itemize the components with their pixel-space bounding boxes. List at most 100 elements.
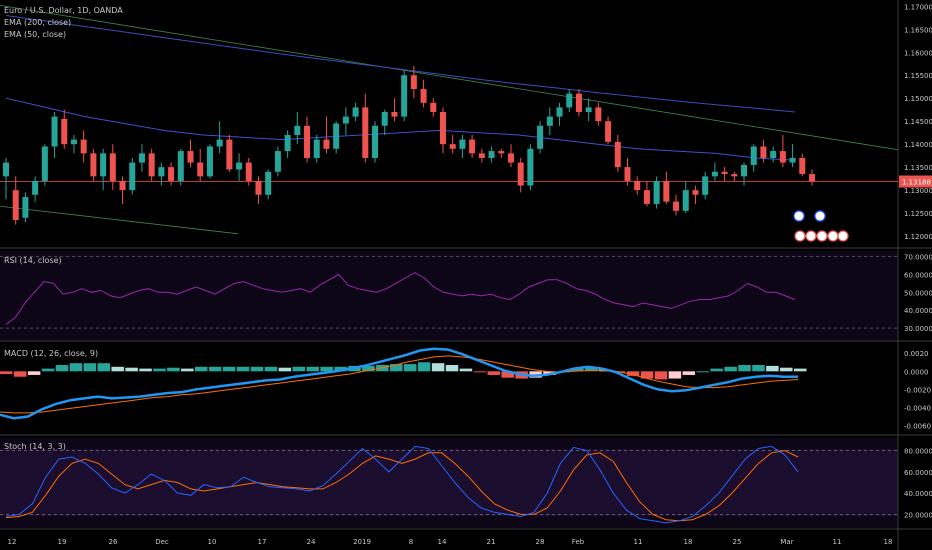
macd-histogram-bar (626, 371, 640, 376)
macd-histogram-bar (431, 363, 445, 372)
candle-body (401, 75, 408, 117)
x-axis-tick-label: 2019 (353, 538, 371, 546)
price-tick-label: 1.16000 (904, 49, 932, 57)
macd-histogram-bar (264, 366, 278, 372)
candle-body (255, 180, 262, 195)
stoch-tick-label: 20.0000 (904, 511, 932, 519)
rsi-tick-label: 30.0000 (904, 325, 932, 333)
macd-histogram-bar (292, 366, 306, 372)
candle-body (789, 157, 796, 163)
x-axis-tick-label: 26 (109, 538, 118, 546)
candle-body (799, 157, 806, 175)
candle-body (566, 93, 573, 108)
candle-body (469, 139, 476, 154)
macd-histogram-bar (208, 366, 222, 372)
price-tick-label: 1.12000 (904, 233, 932, 241)
candle-body (634, 180, 641, 191)
candle-body (498, 151, 505, 154)
x-axis-tick-label: 24 (307, 538, 316, 546)
main-title: Euro / U.S. Dollar, 1D, OANDA (4, 6, 123, 15)
candle-body (138, 153, 145, 163)
x-axis-tick-label: 8 (409, 538, 413, 546)
candle-body (692, 190, 699, 195)
candle-body (731, 174, 738, 177)
candle-body (624, 167, 631, 181)
candle-body (342, 116, 349, 124)
candle-body (663, 180, 670, 202)
candle-body (585, 107, 592, 113)
stoch-d-line (5, 450, 799, 522)
x-axis-tick-label: 14 (438, 538, 447, 546)
macd-signal-line (0, 355, 799, 414)
macd-histogram-bar (97, 363, 111, 372)
candle-body (129, 162, 136, 191)
candle-body (32, 180, 39, 195)
x-axis-tick-label: 28 (536, 538, 545, 546)
event-marker-icon (816, 230, 828, 242)
candle-body (673, 201, 680, 211)
candle-body (100, 153, 107, 177)
price-tick-label: 1.15500 (904, 72, 932, 80)
candle-body (439, 112, 446, 145)
candle-body (391, 112, 398, 117)
macd-histogram-bar (487, 371, 501, 375)
macd-histogram-bar (724, 366, 737, 372)
candle-body (721, 171, 728, 175)
macd-title: MACD (12, 26, close, 9) (4, 349, 99, 358)
price-tick-label: 1.14000 (904, 141, 932, 149)
candle-body (741, 164, 748, 177)
macd-histogram-bar (640, 371, 654, 379)
macd-histogram-bar (111, 366, 124, 372)
x-axis-tick-label: 11 (833, 538, 842, 546)
last-price-tag (899, 175, 932, 188)
candle-body (575, 93, 582, 113)
candle-body (556, 107, 563, 117)
macd-histogram-bar (41, 368, 55, 372)
candle-body (22, 197, 29, 218)
candle-body (595, 107, 602, 122)
candle-body (682, 190, 689, 211)
candle-body (614, 141, 621, 168)
macd-histogram-bar (390, 364, 403, 372)
candle-body (3, 162, 9, 177)
macd-histogram-bar (139, 368, 152, 372)
ema200-line (5, 15, 796, 113)
candle-body (226, 139, 233, 170)
macd-histogram-bar (654, 371, 668, 380)
event-marker-icon (793, 210, 805, 222)
macd-histogram-bar (236, 366, 250, 372)
candle-body (90, 153, 97, 177)
candle-body (12, 190, 19, 221)
macd-histogram-bar (682, 371, 696, 375)
macd-tick-label: -0.0040 (904, 404, 931, 412)
price-tick-label: 1.14500 (904, 118, 932, 126)
candle-body (488, 151, 495, 158)
macd-histogram-bar (334, 366, 347, 372)
rsi-line (5, 272, 796, 325)
event-marker-icon (827, 230, 839, 242)
candle-body (372, 125, 379, 158)
rsi-tick-label: 70.0000 (904, 254, 932, 262)
trendline-lower (0, 205, 239, 235)
candle-body (711, 171, 718, 177)
candle-body (177, 151, 184, 181)
candle-body (381, 112, 388, 126)
candle-body (187, 151, 194, 163)
stoch-tick-label: 40.0000 (904, 490, 932, 498)
candle-body (770, 151, 777, 158)
candle-body (478, 153, 485, 158)
candle-body (148, 153, 155, 177)
candle-body (323, 139, 330, 149)
macd-histogram-bar (403, 364, 417, 372)
rsi-title: RSI (14, close) (4, 256, 62, 265)
macd-histogram-bar (459, 368, 473, 372)
event-marker-icon (837, 230, 849, 242)
macd-histogram-bar (710, 368, 723, 372)
ema50-line (5, 97, 796, 161)
candle-body (61, 118, 68, 145)
macd-histogram-bar (696, 371, 709, 373)
macd-tick-label: -0.0020 (904, 386, 931, 394)
macd-histogram-bar (585, 367, 598, 372)
candle-body (410, 75, 417, 90)
